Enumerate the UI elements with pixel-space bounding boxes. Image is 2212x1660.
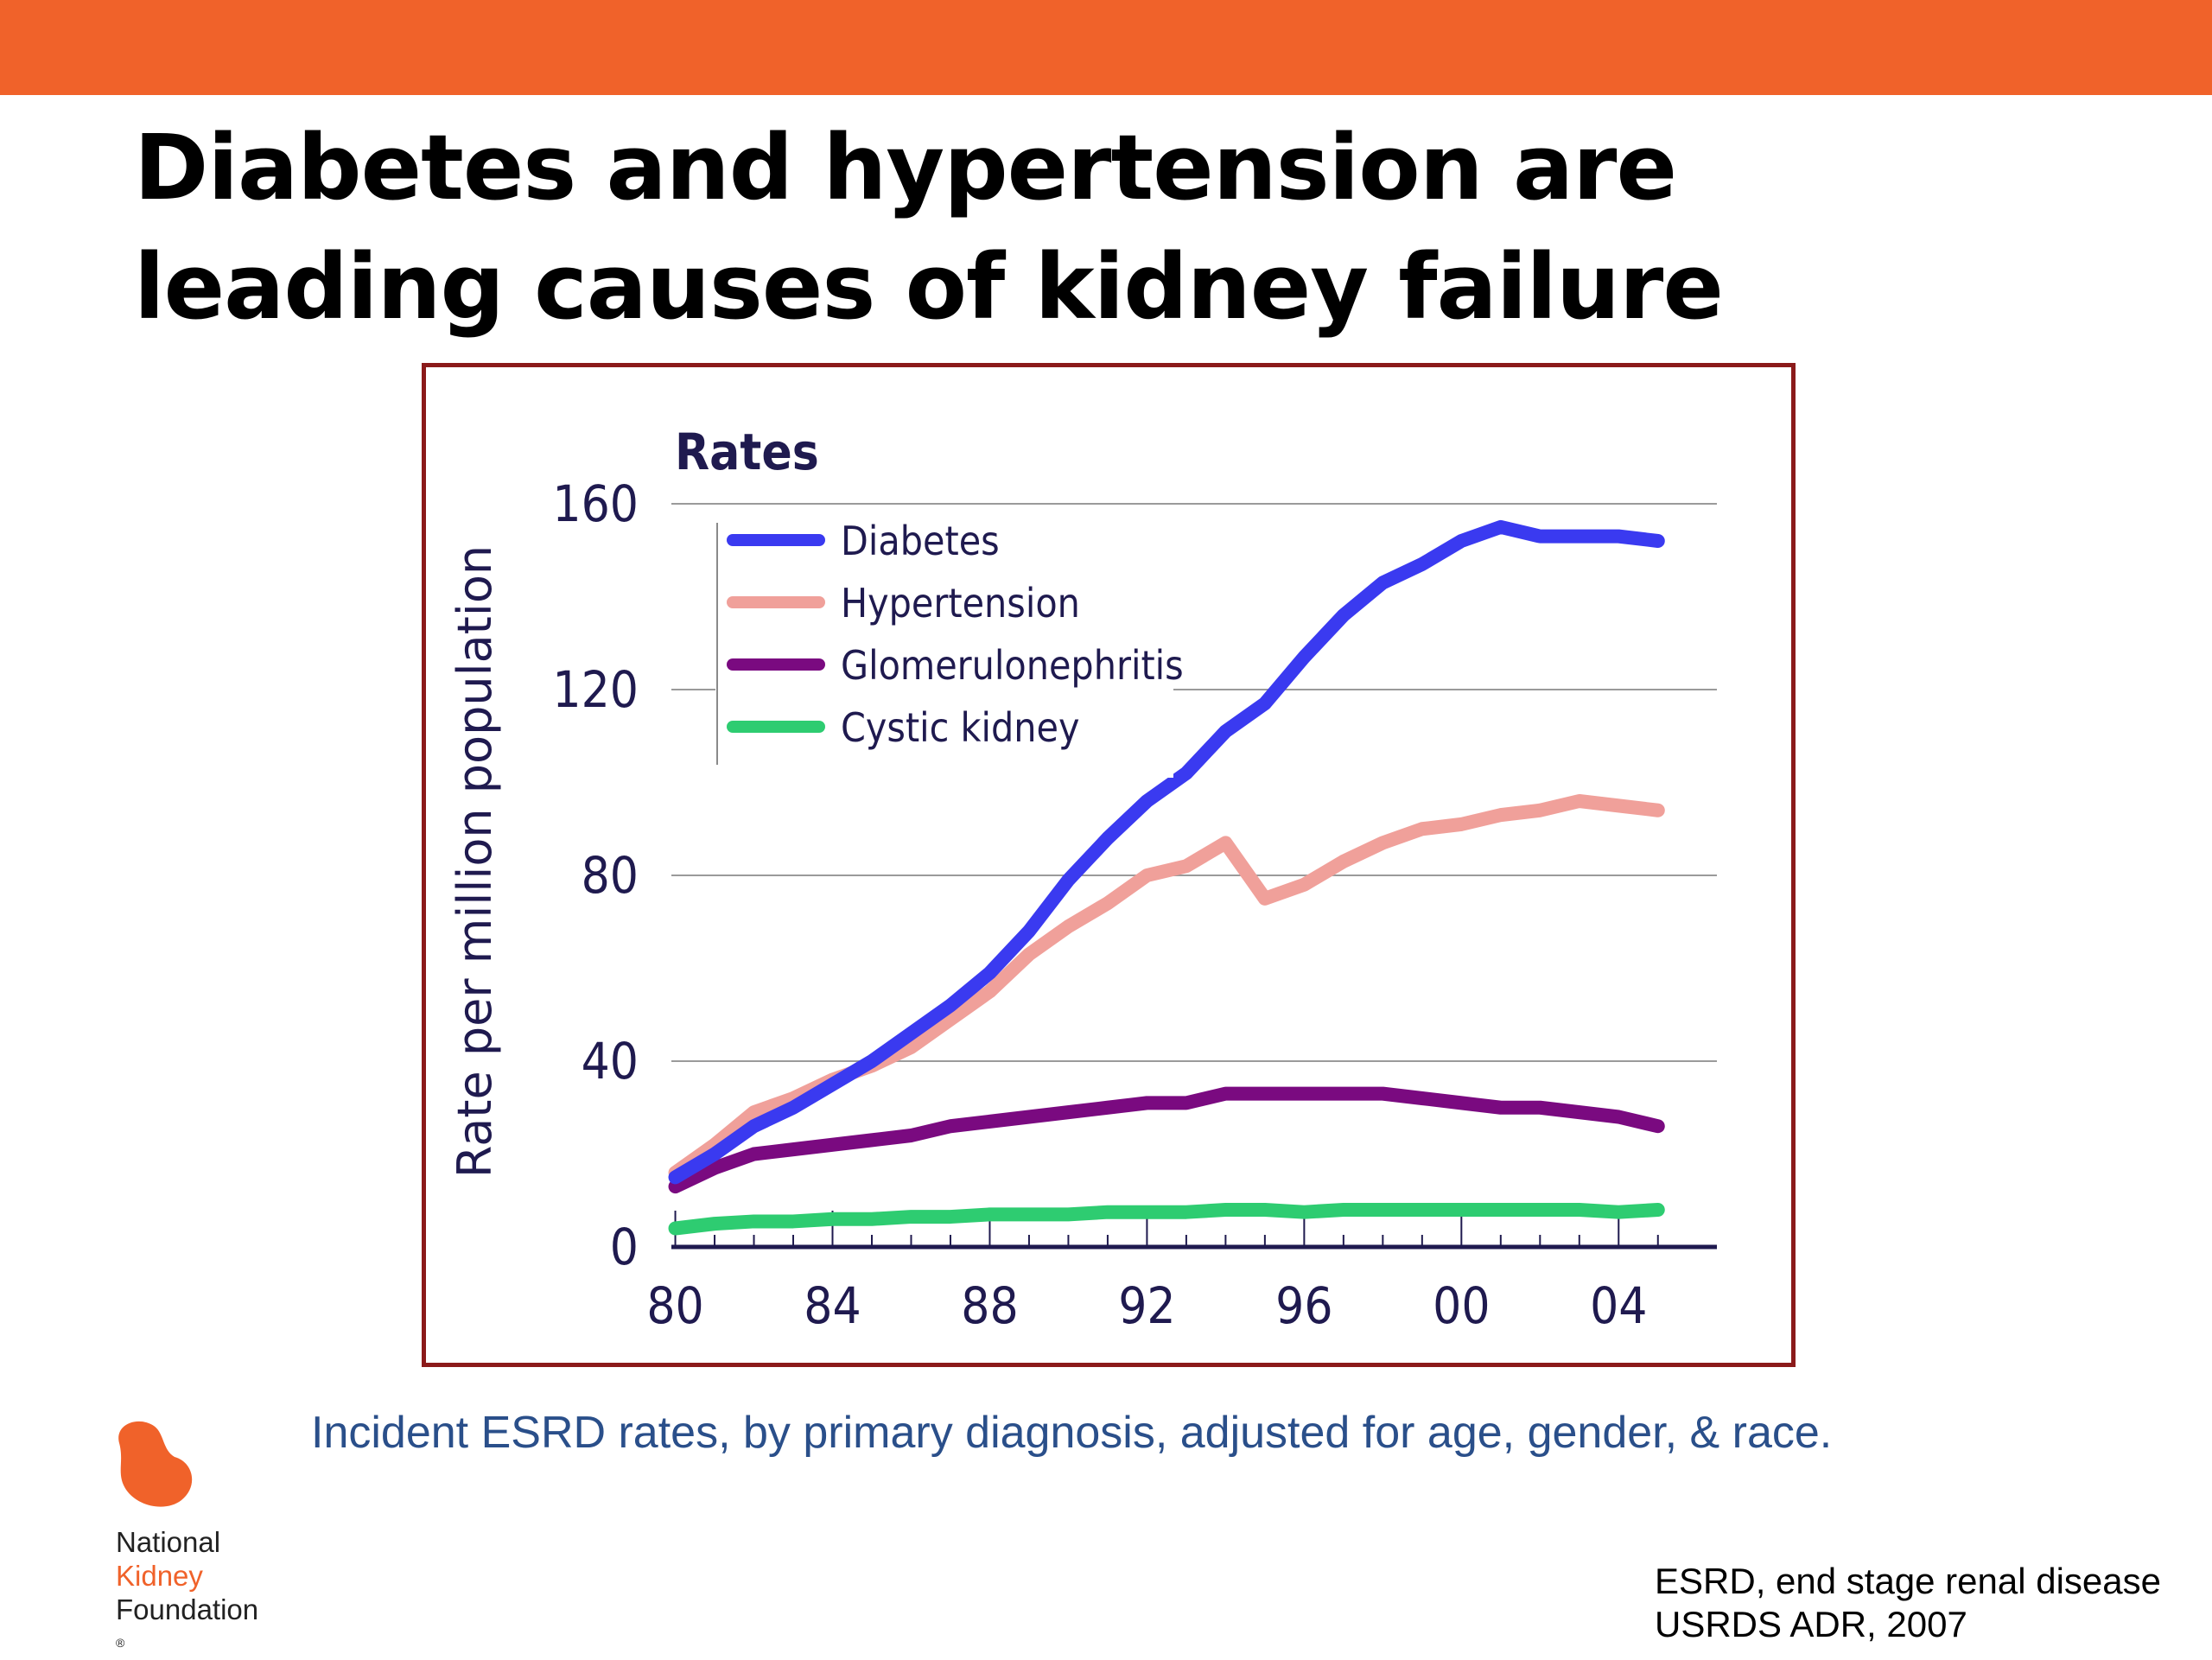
footnote-abbreviation: ESRD, end stage renal disease bbox=[1655, 1561, 2162, 1601]
logo-text: National Kidney Foundation ® bbox=[116, 1525, 258, 1660]
x-tick-label: 00 bbox=[1433, 1276, 1490, 1335]
chart-series bbox=[668, 519, 1665, 1236]
x-tick-label: 88 bbox=[961, 1276, 1018, 1335]
legend-background bbox=[715, 518, 1173, 778]
y-tick-label: 80 bbox=[582, 846, 639, 905]
chart-axes: 0 40 80 120 160 80 84 88 92 96 00 04 bbox=[552, 474, 1717, 1335]
y-tick-label: 0 bbox=[610, 1218, 639, 1276]
series-line-diabetes bbox=[668, 519, 1665, 1185]
slide-title-line-2: leading causes of kidney failure bbox=[134, 234, 1724, 340]
legend-label: Cystic kidney bbox=[841, 704, 1080, 751]
kidney-bean-icon bbox=[118, 1421, 193, 1507]
nkf-logo: National Kidney Foundation ® bbox=[104, 1417, 311, 1650]
series-line-glomerulonephritis bbox=[668, 1086, 1665, 1194]
y-tick-label: 120 bbox=[552, 660, 639, 719]
x-tick-label: 84 bbox=[804, 1276, 861, 1335]
legend-label: Diabetes bbox=[841, 518, 1000, 564]
x-tick-label: 96 bbox=[1275, 1276, 1332, 1335]
x-tick-label: 92 bbox=[1118, 1276, 1175, 1335]
slide-title-line-1: Diabetes and hypertension are bbox=[134, 115, 1677, 220]
top-accent-bar bbox=[0, 0, 2212, 95]
line-chart: 0 40 80 120 160 80 84 88 92 96 00 04 Diabetes Hypert… bbox=[448, 423, 1717, 1335]
chart-caption: Incident ESRD rates, by primary diagnosi… bbox=[311, 1408, 1833, 1458]
legend-label: Hypertension bbox=[841, 580, 1080, 626]
chart-legend: Diabetes Hypertension Glomerulonephritis Cy… bbox=[715, 518, 1184, 778]
logo-line-foundation: Foundation ® bbox=[116, 1593, 258, 1660]
y-axis-label: Rate per million population bbox=[448, 545, 502, 1178]
chart-frame: 0 40 80 120 160 80 84 88 92 96 00 04 Diabetes Hypert… bbox=[422, 363, 1796, 1367]
slide-title: Diabetes and hypertension are leading ca… bbox=[134, 108, 1862, 347]
logo-line-kidney: Kidney bbox=[116, 1560, 203, 1592]
logo-line-national: National bbox=[116, 1526, 221, 1558]
x-tick-label: 80 bbox=[646, 1276, 703, 1335]
registered-mark: ® bbox=[116, 1636, 125, 1650]
logo-foundation-word: Foundation bbox=[116, 1593, 259, 1625]
footnote-source: USRDS ADR, 2007 bbox=[1655, 1604, 1967, 1644]
footnote: ESRD, end stage renal disease USRDS ADR,… bbox=[1655, 1560, 2161, 1646]
series-line-hypertension bbox=[668, 794, 1665, 1180]
x-tick-label: 04 bbox=[1590, 1276, 1647, 1335]
series-line-cystic-kidney bbox=[668, 1203, 1665, 1236]
legend-label: Glomerulonephritis bbox=[841, 642, 1184, 689]
y-tick-label: 40 bbox=[582, 1032, 639, 1091]
chart-title: Rates bbox=[675, 423, 819, 481]
y-tick-label: 160 bbox=[552, 474, 639, 533]
